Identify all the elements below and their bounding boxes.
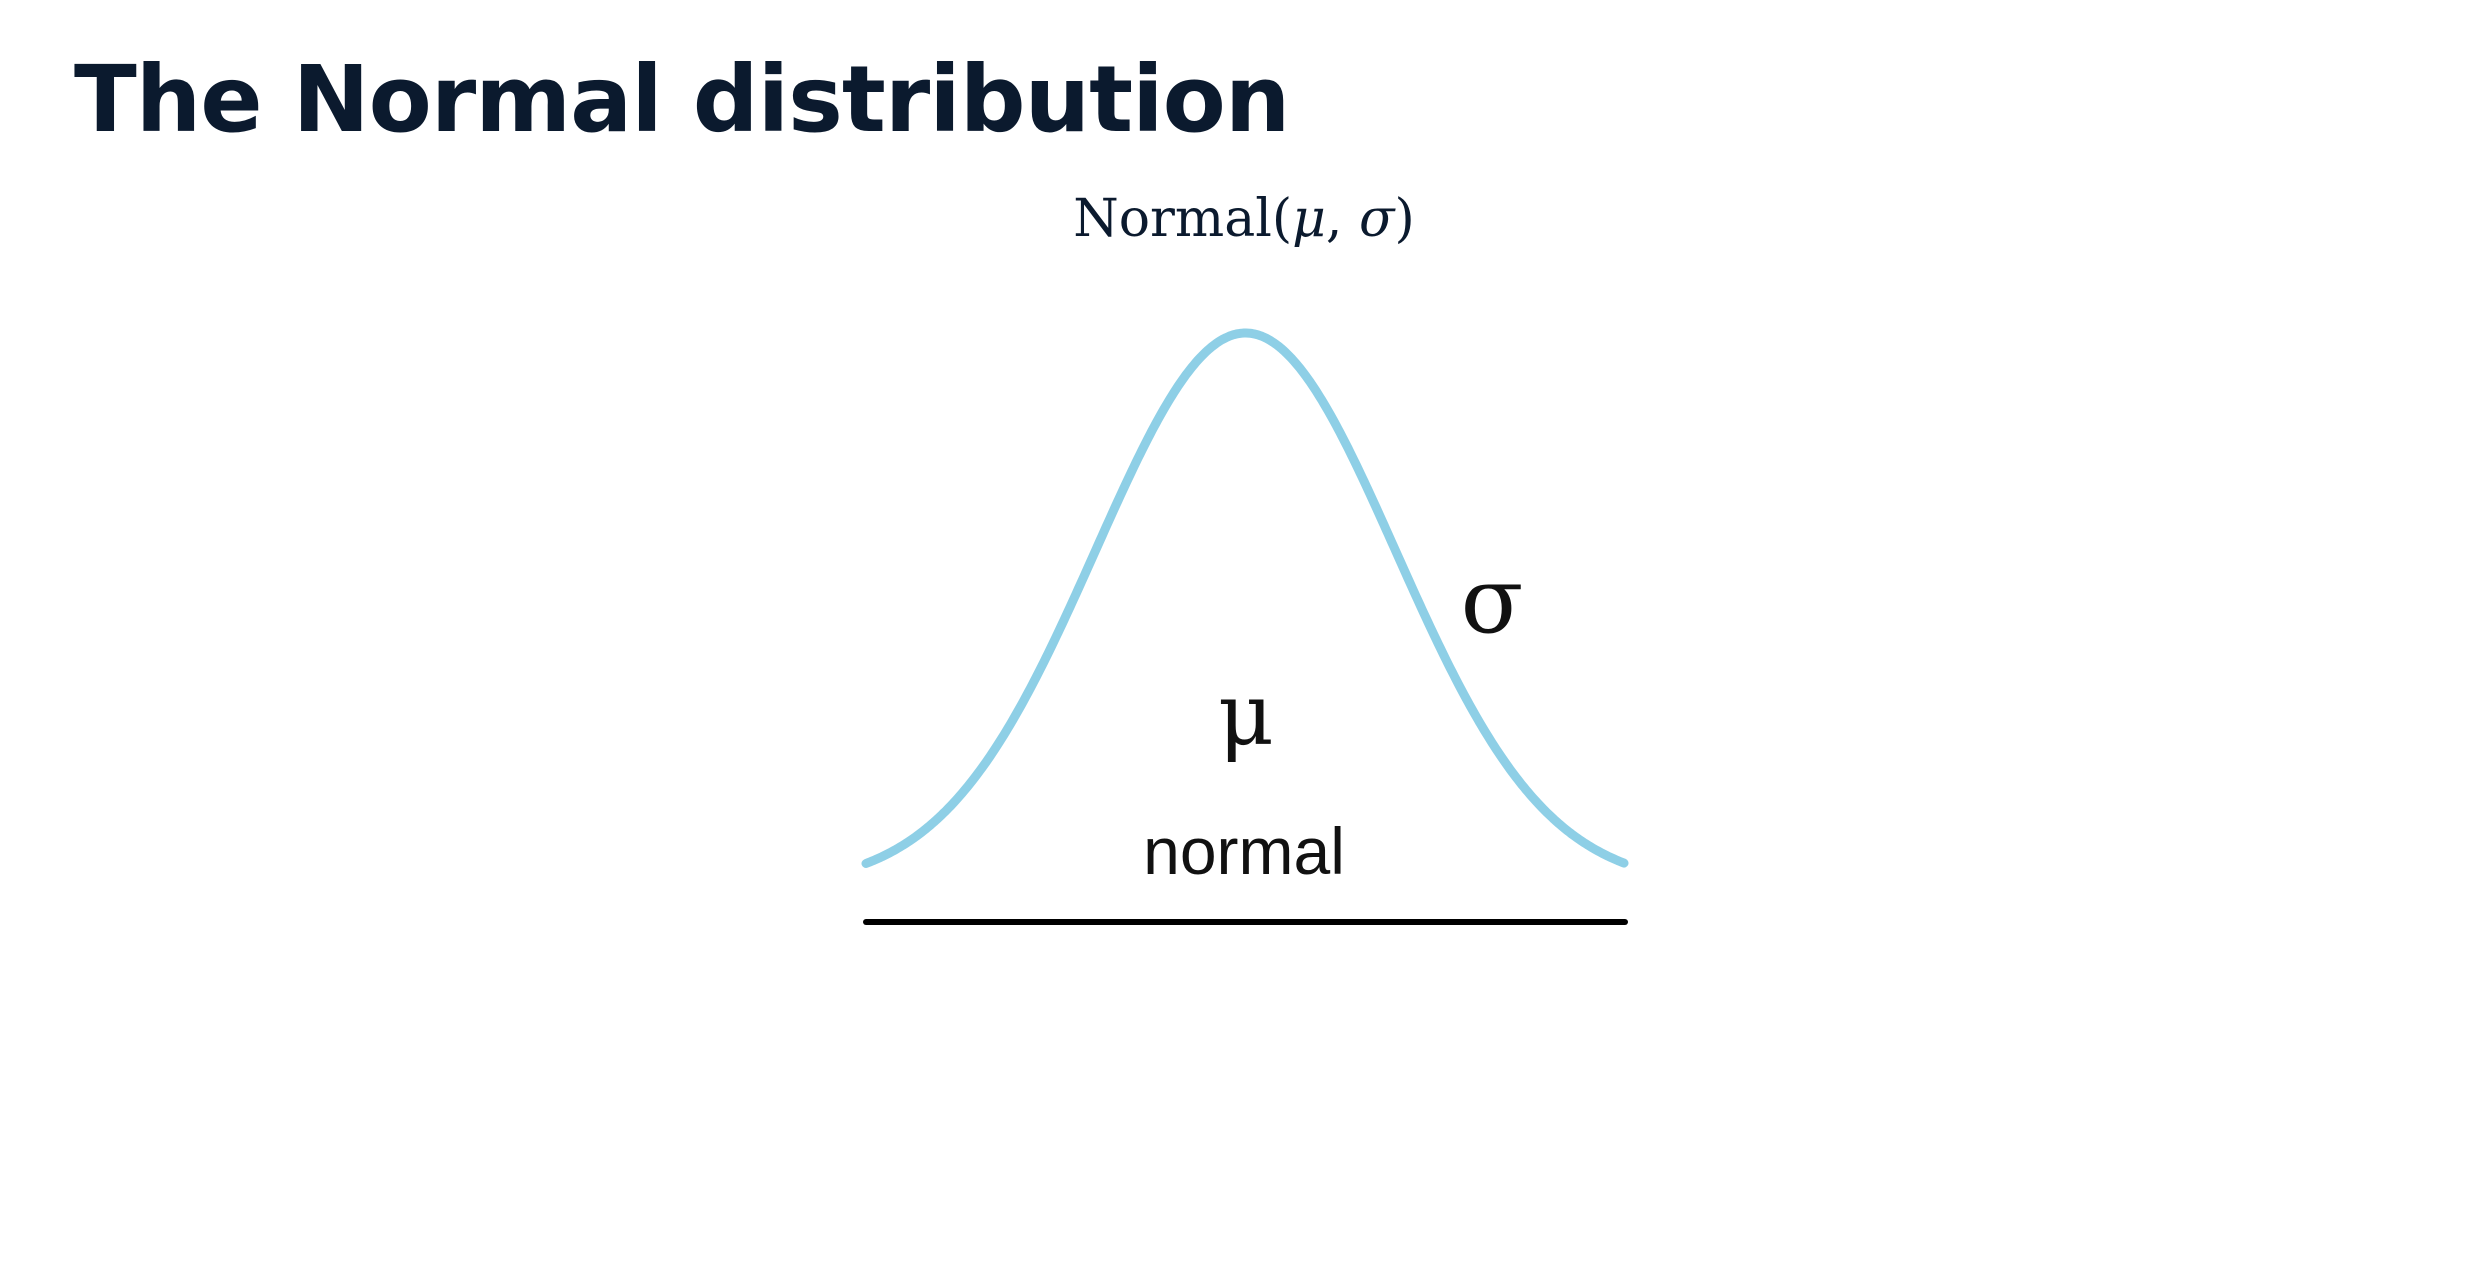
page-title: The Normal distribution	[74, 46, 1290, 153]
mu-label: μ	[1218, 665, 1274, 765]
formula-open-paren: (	[1271, 189, 1293, 249]
bell-curve	[861, 328, 1629, 868]
formula-name: Normal	[1073, 189, 1272, 249]
formula-close-paren: )	[1394, 189, 1415, 249]
formula-separator: ,	[1325, 189, 1359, 249]
formula-mu: μ	[1292, 189, 1326, 249]
distribution-formula: Normal(μ, σ)	[1073, 186, 1415, 252]
sigma-label: σ	[1461, 547, 1524, 654]
distribution-label: normal	[1143, 814, 1345, 888]
formula-sigma: σ	[1358, 189, 1395, 249]
